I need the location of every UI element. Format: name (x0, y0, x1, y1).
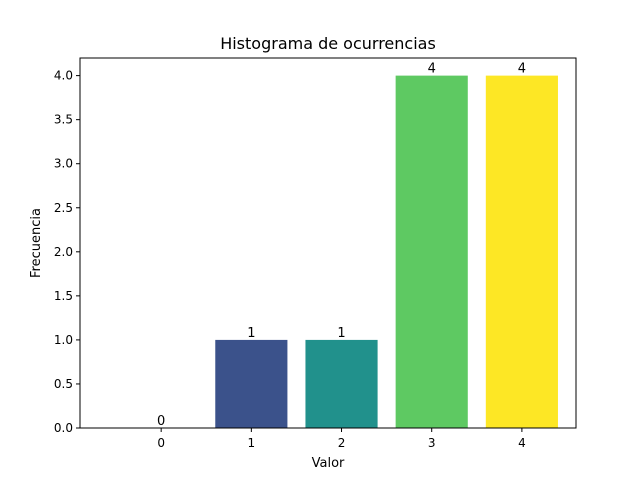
data-label-2: 1 (337, 326, 345, 341)
data-label-4: 4 (518, 62, 526, 77)
y-tick-label-4.0: 4.0 (54, 69, 73, 83)
x-tick-label-1: 1 (248, 436, 256, 450)
x-tick-label-0: 0 (157, 436, 165, 450)
chart-title: Histograma de ocurrencias (220, 34, 436, 53)
x-axis-label: Valor (312, 456, 345, 471)
bar-4 (485, 75, 558, 428)
x-tick-label-4: 4 (518, 436, 526, 450)
y-tick-label-1.5: 1.5 (54, 289, 73, 303)
y-tick-label-0.0: 0.0 (54, 421, 73, 435)
bar-3 (395, 75, 468, 428)
bar-1 (215, 339, 288, 428)
y-tick-label-2.5: 2.5 (54, 201, 73, 215)
x-tick-label-3: 3 (428, 436, 436, 450)
y-tick-label-2.0: 2.0 (54, 245, 73, 259)
bars-group (215, 75, 558, 428)
plot-frame (79, 57, 577, 429)
y-tick-label-1.0: 1.0 (54, 333, 73, 347)
x-axis-ticks: 0 1 2 3 4 (157, 428, 526, 450)
data-label-3: 4 (428, 62, 436, 77)
data-labels-group: 0 1 1 4 4 (157, 62, 526, 429)
x-tick-label-2: 2 (338, 436, 346, 450)
y-axis-label: Frecuencia (29, 208, 44, 278)
bar-2 (305, 339, 378, 428)
y-tick-label-3.0: 3.0 (54, 157, 73, 171)
data-label-0: 0 (157, 414, 165, 429)
y-tick-label-3.5: 3.5 (54, 113, 73, 127)
y-axis-ticks: 0.0 0.5 1.0 1.5 2.0 2.5 3.0 3.5 4.0 (54, 69, 80, 435)
data-label-1: 1 (247, 326, 255, 341)
y-tick-label-0.5: 0.5 (54, 377, 73, 391)
